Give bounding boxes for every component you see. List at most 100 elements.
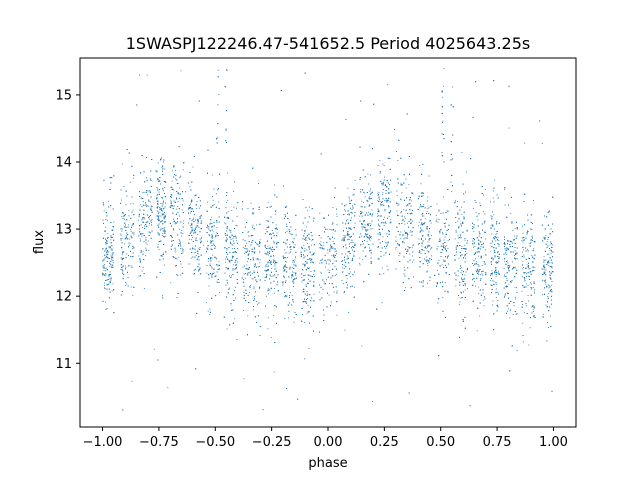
data-point: [290, 292, 292, 294]
data-point: [243, 310, 245, 311]
data-point: [244, 277, 246, 279]
data-point: [543, 273, 545, 275]
data-point: [142, 201, 144, 202]
data-point: [461, 269, 463, 271]
data-point: [351, 209, 353, 210]
data-point: [383, 165, 385, 166]
data-point: [125, 204, 127, 206]
data-point: [255, 224, 257, 226]
data-point: [495, 230, 497, 232]
data-point: [247, 315, 249, 317]
data-point: [206, 302, 207, 304]
data-point: [157, 187, 159, 189]
data-point: [148, 205, 150, 207]
data-point: [181, 248, 183, 249]
data-point: [307, 243, 309, 244]
data-point: [270, 255, 272, 257]
data-point: [273, 371, 275, 373]
data-point: [444, 247, 446, 249]
data-point: [491, 256, 493, 258]
data-point: [246, 264, 248, 266]
data-point: [105, 219, 107, 220]
data-point: [359, 262, 361, 264]
data-point: [156, 194, 158, 196]
data-point: [130, 286, 132, 288]
data-point: [336, 273, 338, 275]
data-point: [551, 267, 553, 269]
data-point: [436, 203, 438, 205]
data-point: [407, 250, 409, 252]
data-point: [546, 241, 548, 243]
data-point: [403, 209, 405, 211]
data-point: [371, 209, 373, 211]
data-point: [195, 255, 197, 256]
data-point: [363, 221, 365, 223]
data-point: [422, 195, 424, 197]
data-point: [333, 291, 335, 293]
data-point: [112, 254, 114, 256]
data-point: [493, 280, 495, 282]
data-point: [533, 248, 534, 250]
data-point: [368, 223, 370, 224]
data-point: [267, 201, 269, 203]
data-point: [131, 236, 132, 238]
data-point: [291, 267, 293, 269]
data-point: [364, 255, 366, 257]
data-point: [428, 207, 430, 209]
data-point: [512, 313, 514, 315]
data-point: [182, 198, 184, 200]
data-point: [207, 249, 209, 251]
data-point: [237, 248, 238, 249]
data-point: [138, 255, 140, 257]
data-point: [319, 212, 321, 214]
data-point: [532, 257, 534, 259]
data-point: [129, 243, 131, 245]
data-point: [377, 200, 379, 202]
data-point: [363, 202, 364, 203]
data-point: [529, 268, 531, 269]
data-point: [384, 176, 385, 178]
data-point: [190, 226, 192, 228]
data-point: [213, 204, 215, 205]
data-point: [490, 201, 491, 203]
data-point: [112, 262, 114, 263]
data-point: [167, 387, 169, 389]
data-point: [323, 283, 325, 285]
data-point: [547, 322, 548, 323]
data-point: [427, 265, 429, 266]
data-point: [236, 215, 238, 217]
data-point: [549, 285, 551, 287]
data-point: [320, 273, 322, 274]
data-point: [428, 235, 430, 237]
data-point: [258, 266, 260, 267]
data-point: [423, 250, 425, 251]
data-point: [182, 233, 184, 234]
data-point: [473, 231, 475, 232]
data-point: [492, 280, 494, 282]
data-point: [398, 255, 400, 257]
data-point: [207, 201, 208, 203]
data-point: [548, 259, 550, 261]
data-point: [503, 275, 505, 277]
data-point: [382, 163, 384, 165]
data-point: [146, 194, 148, 196]
data-point: [313, 273, 315, 275]
data-point: [493, 249, 495, 251]
data-point: [172, 189, 174, 190]
data-point: [523, 249, 524, 251]
data-point: [206, 272, 208, 274]
data-point: [461, 151, 463, 153]
data-point: [493, 214, 495, 216]
data-point: [534, 267, 536, 268]
data-point: [348, 311, 350, 313]
data-point: [382, 184, 384, 186]
data-point: [455, 222, 457, 223]
data-point: [343, 264, 345, 266]
data-point: [326, 279, 327, 281]
data-point: [175, 170, 177, 171]
data-point: [437, 302, 439, 304]
data-point: [441, 152, 443, 153]
data-point: [215, 232, 217, 234]
data-point: [551, 247, 553, 248]
data-point: [145, 255, 146, 257]
